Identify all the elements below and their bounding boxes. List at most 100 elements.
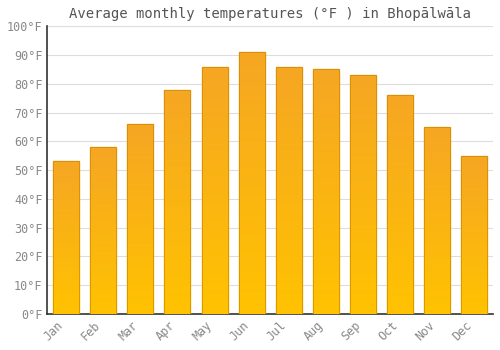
Bar (202, 205, 228, 208)
Bar (313, 170, 339, 172)
Bar (276, 212, 302, 215)
Title: Average monthly temperatures (°F ) in Bhopālwāla: Average monthly temperatures (°F ) in Bh… (69, 7, 471, 21)
Bar (164, 125, 190, 128)
Bar (164, 265, 190, 267)
Bar (238, 60, 264, 63)
Bar (462, 257, 487, 259)
Bar (128, 206, 154, 208)
Bar (313, 262, 339, 265)
Bar (90, 212, 116, 214)
Bar (462, 183, 487, 184)
Bar (424, 215, 450, 217)
Bar (128, 244, 154, 246)
Bar (387, 286, 413, 288)
Bar (53, 203, 79, 204)
Bar (424, 179, 450, 181)
Bar (202, 104, 228, 106)
Bar (128, 124, 154, 126)
Bar (90, 162, 116, 164)
Bar (276, 138, 302, 141)
Bar (350, 154, 376, 156)
Bar (53, 267, 79, 268)
Bar (128, 265, 154, 266)
Bar (387, 128, 413, 130)
Bar (202, 304, 228, 307)
Bar (238, 194, 264, 196)
Bar (462, 290, 487, 292)
Bar (276, 270, 302, 272)
Bar (238, 84, 264, 86)
Bar (313, 167, 339, 170)
Bar (387, 106, 413, 108)
Bar (164, 273, 190, 276)
Bar (202, 264, 228, 267)
Bar (164, 163, 190, 166)
Bar (128, 196, 154, 198)
Bar (53, 184, 79, 186)
Bar (164, 300, 190, 303)
Bar (238, 222, 264, 225)
Bar (128, 261, 154, 262)
Bar (53, 277, 79, 279)
Bar (53, 233, 79, 235)
Bar (387, 257, 413, 259)
Bar (53, 286, 79, 288)
Bar (387, 119, 413, 121)
Bar (164, 157, 190, 159)
Bar (128, 137, 154, 139)
Bar (164, 256, 190, 258)
Bar (313, 265, 339, 267)
Bar (424, 133, 450, 134)
Bar (128, 198, 154, 200)
Bar (53, 245, 79, 247)
Bar (164, 90, 190, 314)
Bar (387, 98, 413, 100)
Bar (53, 276, 79, 277)
Bar (387, 170, 413, 172)
Bar (202, 185, 228, 188)
Bar (350, 285, 376, 288)
Bar (90, 251, 116, 252)
Bar (276, 237, 302, 240)
Bar (276, 277, 302, 279)
Bar (276, 143, 302, 146)
Bar (424, 267, 450, 269)
Bar (350, 94, 376, 97)
Bar (164, 130, 190, 132)
Bar (276, 153, 302, 156)
Bar (276, 69, 302, 71)
Bar (350, 149, 376, 152)
Bar (164, 168, 190, 170)
Bar (313, 111, 339, 113)
Bar (387, 205, 413, 207)
Bar (350, 75, 376, 314)
Bar (350, 187, 376, 190)
Bar (202, 282, 228, 284)
Bar (424, 286, 450, 288)
Bar (462, 225, 487, 227)
Bar (164, 242, 190, 244)
Bar (276, 133, 302, 136)
Bar (53, 254, 79, 256)
Bar (424, 157, 450, 159)
Bar (424, 183, 450, 185)
Bar (276, 257, 302, 259)
Bar (313, 282, 339, 285)
Bar (90, 210, 116, 212)
Bar (424, 127, 450, 129)
Bar (238, 57, 264, 60)
Bar (387, 229, 413, 231)
Bar (53, 219, 79, 221)
Bar (276, 312, 302, 314)
Bar (350, 266, 376, 268)
Bar (350, 104, 376, 106)
Bar (276, 71, 302, 74)
Bar (164, 222, 190, 224)
Bar (53, 218, 79, 219)
Bar (313, 74, 339, 77)
Bar (276, 131, 302, 133)
Bar (164, 204, 190, 206)
Bar (424, 295, 450, 297)
Bar (128, 249, 154, 251)
Bar (238, 146, 264, 149)
